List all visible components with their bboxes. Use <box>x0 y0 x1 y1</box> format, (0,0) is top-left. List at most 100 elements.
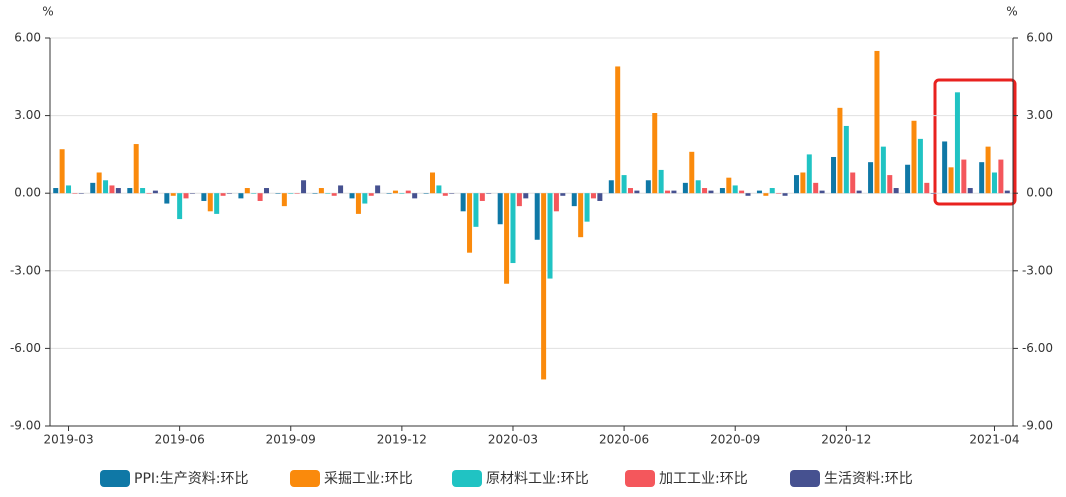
bar <box>954 92 960 194</box>
y-tick-label: -3.00 <box>10 263 41 277</box>
y-tick-label: -9.00 <box>10 419 41 433</box>
bar <box>386 193 392 194</box>
bar <box>331 193 337 196</box>
x-tick-label: 2019-06 <box>155 433 205 447</box>
legend-swatch <box>452 470 482 487</box>
bar <box>571 193 577 207</box>
bar <box>405 190 411 194</box>
bar <box>399 193 405 194</box>
bar <box>880 146 886 194</box>
bar <box>127 188 133 194</box>
y2-tick-label: -3.00 <box>1022 263 1053 277</box>
bar <box>375 185 381 194</box>
bar <box>115 188 121 194</box>
bar <box>831 156 837 194</box>
bar <box>856 190 862 194</box>
legend-swatch <box>790 470 820 487</box>
bar <box>930 193 936 194</box>
bar <box>281 193 287 207</box>
bar <box>460 193 466 212</box>
bar <box>497 193 503 225</box>
bar <box>905 164 911 194</box>
bar <box>238 193 244 199</box>
bar <box>893 188 899 194</box>
bar <box>244 188 250 194</box>
bar <box>534 193 540 240</box>
bar <box>103 180 109 194</box>
bar <box>671 190 677 194</box>
bar <box>301 180 307 194</box>
legend-swatch <box>625 470 655 487</box>
bar <box>264 188 270 194</box>
bar <box>887 175 893 194</box>
bar <box>523 193 529 199</box>
bar <box>942 141 948 194</box>
bar <box>90 182 96 194</box>
bar <box>436 185 442 194</box>
x-tick-label: 2020-09 <box>710 433 760 447</box>
bar <box>1004 190 1010 194</box>
y-tick-label: -6.00 <box>10 341 41 355</box>
bar <box>998 159 1004 194</box>
bar <box>590 193 596 199</box>
bar <box>78 193 84 194</box>
bar <box>72 193 78 194</box>
bar <box>719 188 725 194</box>
bar <box>109 185 115 194</box>
highlight-box <box>933 78 1017 206</box>
bar <box>627 188 633 194</box>
bar <box>294 193 300 194</box>
legend-label: 加工工业:环比 <box>659 471 748 487</box>
bar <box>325 193 331 194</box>
y-tick-label: 3.00 <box>14 108 41 122</box>
bar <box>183 193 189 199</box>
bar <box>66 185 72 194</box>
x-tick-label: 2019-03 <box>43 433 93 447</box>
x-tick-label: 2019-12 <box>377 433 427 447</box>
bar <box>412 193 418 199</box>
bar <box>911 120 917 194</box>
bar <box>608 180 614 194</box>
bar <box>251 193 257 194</box>
bar <box>140 188 146 194</box>
y2-tick-label: 6.00 <box>1026 31 1053 45</box>
bar <box>510 193 516 264</box>
legend-label: 采掘工业:环比 <box>324 471 413 487</box>
bar <box>732 185 738 194</box>
bar <box>924 182 930 194</box>
bar <box>96 172 102 194</box>
bar <box>177 193 183 220</box>
bar <box>349 193 355 199</box>
legend-label: PPI:生产资料:环比 <box>134 471 248 487</box>
y2-tick-label: -9.00 <box>1022 419 1053 433</box>
bar <box>53 188 59 194</box>
bar <box>843 125 849 194</box>
bar <box>806 154 812 194</box>
bar <box>214 193 220 214</box>
bar <box>597 193 603 201</box>
bar <box>201 193 207 201</box>
bar <box>658 169 664 194</box>
legend-label: 原材料工业:环比 <box>486 471 589 487</box>
bar <box>392 190 398 194</box>
bar <box>479 193 485 201</box>
bar <box>819 190 825 194</box>
bar <box>59 149 65 194</box>
bar <box>146 193 152 194</box>
bar <box>541 193 547 380</box>
y2-tick-label: 0.00 <box>1026 186 1053 200</box>
bar <box>689 151 695 194</box>
bar <box>948 167 954 194</box>
y-tick-label: 6.00 <box>14 31 41 45</box>
bar <box>584 193 590 222</box>
bar <box>207 193 213 212</box>
bar <box>553 193 559 212</box>
y2-tick-label: 3.00 <box>1026 108 1053 122</box>
bar <box>288 193 294 194</box>
bar <box>362 193 368 204</box>
bar <box>133 144 139 194</box>
bar <box>368 193 374 196</box>
bar <box>615 66 621 194</box>
bar <box>850 172 856 194</box>
bar <box>560 193 566 196</box>
